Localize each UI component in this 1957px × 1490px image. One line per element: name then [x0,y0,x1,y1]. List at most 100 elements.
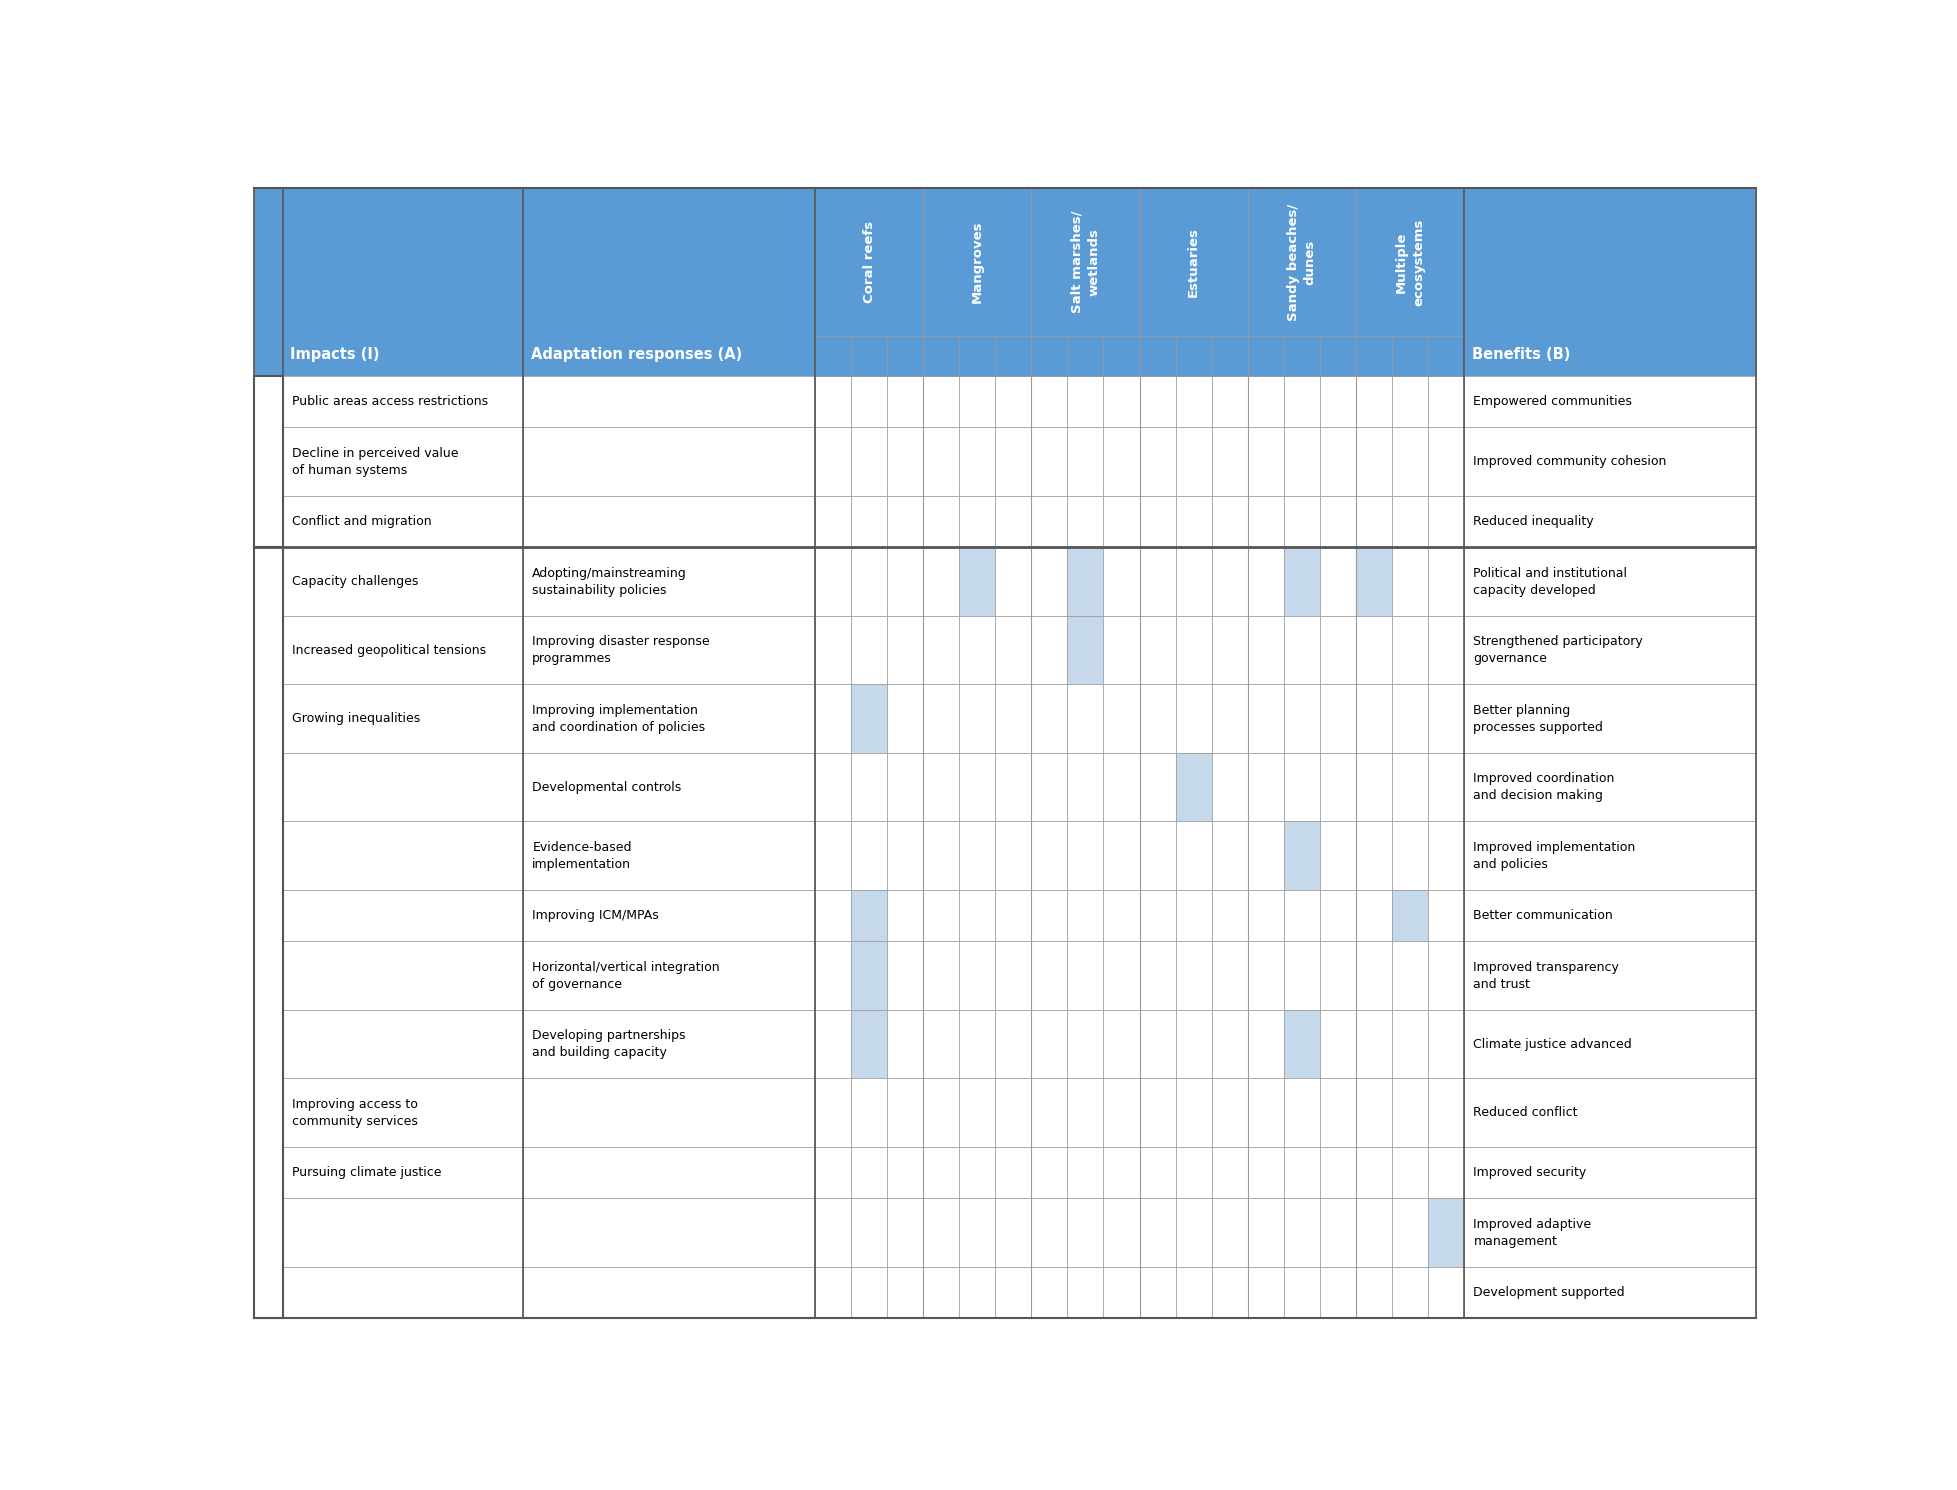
Bar [254,1147,1755,1198]
Bar [282,428,523,496]
Bar [1319,684,1354,752]
Bar [1464,428,1755,496]
Bar [887,752,922,821]
Bar [994,428,1031,496]
Bar [1284,428,1319,496]
Bar [1067,1010,1104,1079]
Bar [1319,428,1354,496]
Bar [959,335,994,375]
Text: B: B [1008,349,1018,362]
Text: A: A [1296,349,1305,362]
Bar [1067,547,1104,615]
Bar [1104,1010,1139,1079]
Bar [1031,752,1067,821]
Bar [1174,942,1211,1010]
Bar [1427,752,1464,821]
Bar [887,1198,922,1266]
Bar [994,684,1031,752]
Bar [1427,428,1464,496]
Bar [1391,375,1427,428]
Bar [1284,375,1319,428]
Bar [1464,890,1755,942]
Bar [1319,496,1354,547]
Bar [282,752,523,821]
Bar [1031,821,1067,890]
Bar [851,428,887,496]
Bar [1211,1079,1247,1147]
Bar [887,375,922,428]
Bar [1211,1198,1247,1266]
Bar [1139,615,1174,684]
Bar [1174,496,1211,547]
Bar [1067,1147,1104,1198]
Bar [1391,547,1427,615]
Bar [1319,375,1354,428]
Bar [282,547,523,615]
Bar [1067,1266,1104,1319]
Bar [1139,1266,1174,1319]
Bar [1319,1266,1354,1319]
Bar [1464,188,1755,375]
Bar [1211,821,1247,890]
Bar [1139,188,1247,335]
Bar [254,821,1755,890]
Text: A: A [863,349,873,362]
Bar [959,1266,994,1319]
Text: Capacity challenges: Capacity challenges [292,575,419,589]
Bar [254,496,1755,547]
Bar [1319,1147,1354,1198]
Bar [922,752,959,821]
Text: Adaptation responses (A): Adaptation responses (A) [530,347,742,362]
Bar [1104,547,1139,615]
Bar [994,1198,1031,1266]
Bar [1067,942,1104,1010]
Bar [1247,335,1284,375]
Bar [1211,1266,1247,1319]
Bar [1104,821,1139,890]
Bar [254,547,1755,615]
Bar [851,547,887,615]
Bar [1464,615,1755,684]
Bar [1104,1266,1139,1319]
Text: Social (cont.): Social (cont.) [262,411,274,511]
Bar [1464,1147,1755,1198]
Text: Developmental controls: Developmental controls [532,781,681,794]
Bar [1247,1079,1284,1147]
Text: Multiple
ecosystems: Multiple ecosystems [1393,218,1425,305]
Bar [994,496,1031,547]
Text: I: I [1155,349,1159,362]
Bar [1464,942,1755,1010]
Text: A: A [1188,349,1198,362]
Bar [922,335,959,375]
Text: Better planning
processes supported: Better planning processes supported [1472,703,1603,733]
Bar [1354,1147,1391,1198]
Bar [922,1266,959,1319]
Text: Development supported: Development supported [1472,1286,1624,1299]
Bar [959,890,994,942]
Bar [959,1147,994,1198]
Text: Benefits (B): Benefits (B) [1472,347,1570,362]
Bar [254,1198,1755,1266]
Bar [887,1010,922,1079]
Bar [1174,547,1211,615]
Bar [523,821,814,890]
Text: Developing partnerships
and building capacity: Developing partnerships and building cap… [532,1030,685,1059]
Bar [254,890,1755,942]
Bar [282,1010,523,1079]
Bar [1284,821,1319,890]
Bar [1354,752,1391,821]
Bar [994,1147,1031,1198]
Bar [1031,942,1067,1010]
Bar [959,684,994,752]
Bar [1174,375,1211,428]
Text: B: B [1440,349,1450,362]
Bar [1354,496,1391,547]
Bar [851,890,887,942]
Bar [922,890,959,942]
Bar [254,615,1755,684]
Bar [1319,1010,1354,1079]
Bar [814,1010,851,1079]
Bar [1031,1147,1067,1198]
Bar [1031,547,1067,615]
Bar [1174,890,1211,942]
